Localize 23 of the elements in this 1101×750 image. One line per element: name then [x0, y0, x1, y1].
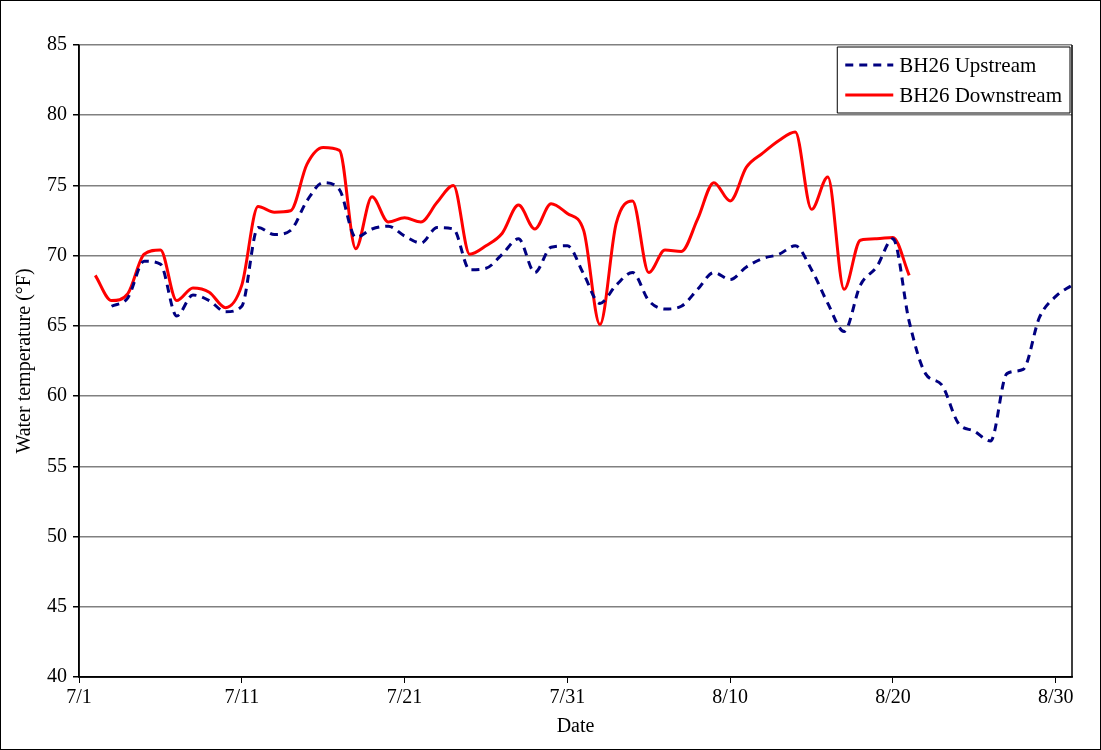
y-tick-label: 55 — [47, 453, 67, 476]
x-axis-title: Date — [556, 714, 595, 737]
x-tick-label: 7/1 — [66, 685, 92, 708]
x-tick-label: 7/21 — [386, 685, 423, 708]
y-axis-title: Water temperature (°F) — [12, 268, 36, 454]
x-tick-label: 7/11 — [224, 685, 260, 708]
y-tick-label: 60 — [47, 383, 67, 406]
x-tick-label: 7/31 — [549, 685, 586, 708]
legend-label: BH26 Upstream — [899, 52, 1037, 77]
line-series — [93, 130, 911, 326]
y-tick-label: 85 — [47, 32, 67, 55]
y-tick-label: 65 — [47, 313, 67, 336]
y-tick-label: 75 — [47, 172, 67, 195]
y-tick-label: 45 — [47, 594, 67, 617]
y-tick-label: 70 — [47, 242, 67, 265]
legend-label: BH26 Downstream — [899, 82, 1062, 107]
line-series — [110, 181, 1072, 443]
y-tick-label: 40 — [47, 664, 67, 687]
x-tick-label: 8/30 — [1037, 685, 1074, 708]
x-tick-label: 8/10 — [712, 685, 748, 708]
x-tick-label: 8/20 — [875, 685, 911, 708]
y-tick-label: 80 — [47, 102, 67, 125]
y-tick-label: 50 — [47, 523, 67, 546]
